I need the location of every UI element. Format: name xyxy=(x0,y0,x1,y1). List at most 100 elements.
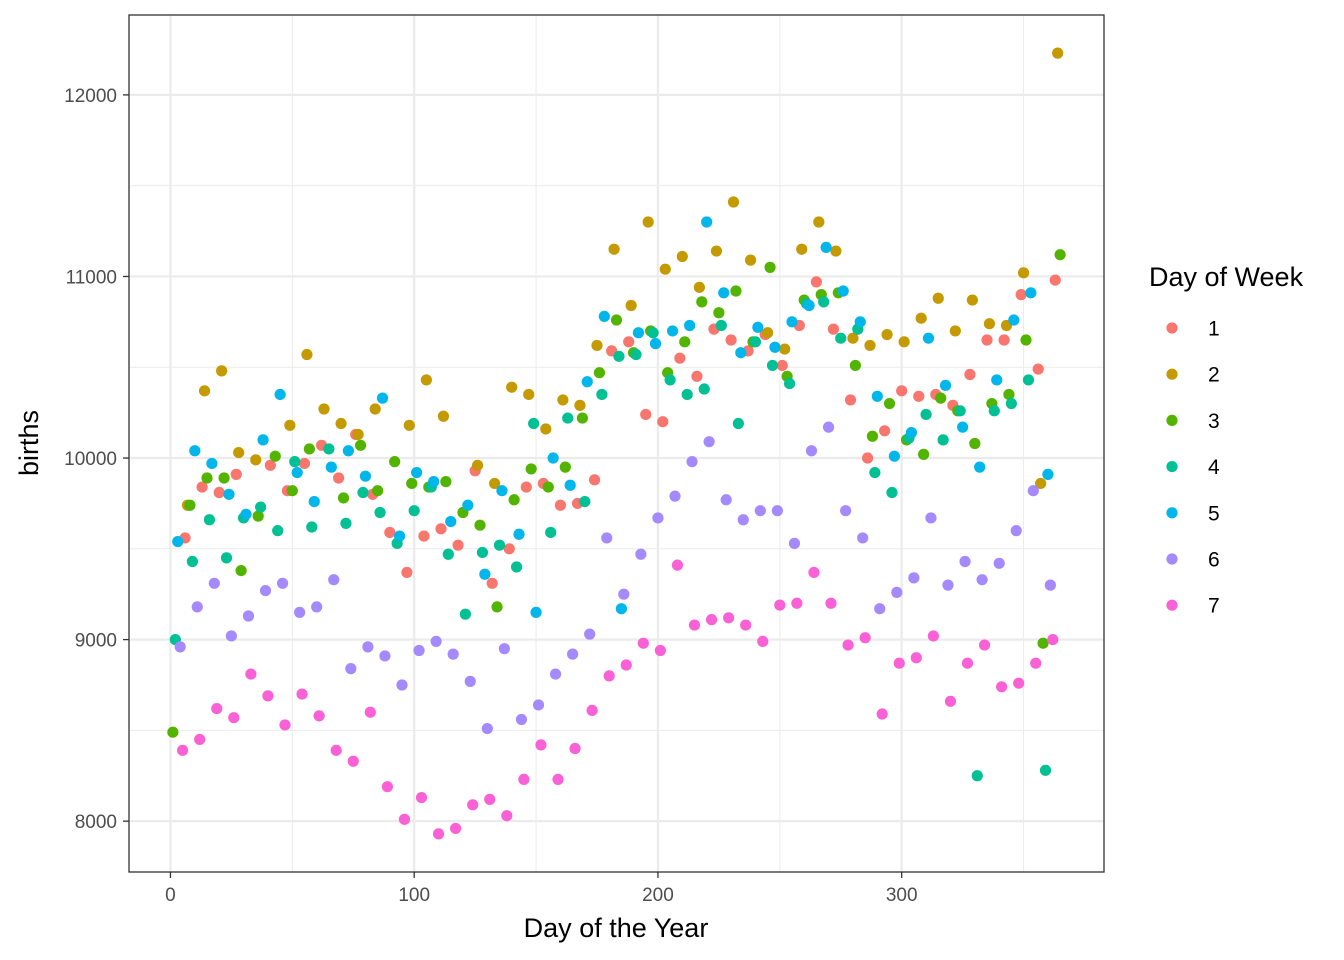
data-point-day-1 xyxy=(844,394,857,406)
data-point-day-4 xyxy=(510,561,523,573)
data-point-day-4 xyxy=(664,374,676,386)
data-point-day-5 xyxy=(598,310,610,323)
data-point-day-5 xyxy=(871,390,883,402)
data-point-day-3 xyxy=(576,412,588,424)
data-point-day-6 xyxy=(618,588,630,600)
data-point-day-4 xyxy=(203,514,216,526)
data-point-day-2 xyxy=(1017,267,1030,279)
data-point-day-5 xyxy=(564,479,576,491)
legend-key-7 xyxy=(1166,599,1178,611)
data-point-day-5 xyxy=(291,466,303,479)
data-point-day-7 xyxy=(381,781,393,793)
data-point-day-4 xyxy=(562,412,574,424)
data-point-day-5 xyxy=(257,434,269,446)
data-point-day-3 xyxy=(935,392,947,404)
data-point-day-6 xyxy=(276,577,289,589)
data-point-day-1 xyxy=(486,577,498,589)
data-point-day-3 xyxy=(1003,388,1015,401)
legend-key-1 xyxy=(1166,322,1178,334)
data-point-day-3 xyxy=(883,397,896,410)
legend-label-4: 4 xyxy=(1208,456,1220,479)
data-point-day-3 xyxy=(969,437,981,450)
data-point-day-6 xyxy=(686,456,698,468)
data-point-day-5 xyxy=(905,427,918,439)
data-point-day-5 xyxy=(223,488,235,500)
data-point-day-4 xyxy=(306,521,318,533)
data-point-day-6 xyxy=(857,532,869,544)
data-point-day-5 xyxy=(445,515,457,528)
data-point-day-4 xyxy=(442,548,454,560)
data-point-day-2 xyxy=(966,294,978,306)
x-tick-label: 300 xyxy=(886,885,918,906)
legend-label-6: 6 xyxy=(1208,549,1220,572)
data-point-day-4 xyxy=(340,517,352,529)
data-point-day-6 xyxy=(669,490,681,502)
data-point-day-4 xyxy=(749,336,762,348)
data-point-day-5 xyxy=(479,568,491,580)
data-point-day-3 xyxy=(440,476,452,488)
data-point-day-3 xyxy=(218,472,230,484)
data-point-day-7 xyxy=(586,704,598,717)
data-point-day-6 xyxy=(345,663,357,675)
data-point-day-5 xyxy=(530,606,542,618)
data-point-day-6 xyxy=(242,610,255,622)
data-point-day-1 xyxy=(1015,289,1027,301)
data-point-day-6 xyxy=(652,512,664,524)
data-point-day-2 xyxy=(642,216,654,228)
data-point-day-5 xyxy=(974,461,986,473)
data-point-day-2 xyxy=(574,399,586,411)
data-point-day-2 xyxy=(779,343,791,355)
data-point-day-2 xyxy=(932,292,944,304)
data-point-day-2 xyxy=(216,365,228,377)
data-point-day-5 xyxy=(615,603,627,615)
data-point-day-3 xyxy=(167,726,179,738)
data-point-day-7 xyxy=(467,799,479,811)
data-point-day-6 xyxy=(396,679,408,691)
data-point-day-6 xyxy=(925,512,937,524)
data-point-day-5 xyxy=(376,392,389,404)
data-point-day-3 xyxy=(542,481,554,493)
legend-key-5 xyxy=(1166,507,1178,519)
data-point-day-6 xyxy=(840,505,852,517)
data-point-day-7 xyxy=(398,813,411,825)
data-point-day-7 xyxy=(330,744,342,756)
data-point-day-6 xyxy=(703,436,715,448)
data-point-day-1 xyxy=(776,359,788,372)
data-point-day-1 xyxy=(896,385,908,397)
legend-key-4 xyxy=(1166,461,1178,473)
data-point-day-3 xyxy=(918,448,930,460)
plot-border xyxy=(128,14,1105,873)
data-point-day-4 xyxy=(528,417,540,430)
data-point-day-3 xyxy=(849,359,861,372)
data-point-day-5 xyxy=(206,457,218,470)
data-point-day-5 xyxy=(752,321,764,333)
data-point-day-2 xyxy=(540,423,552,435)
legend-title: Day of Week xyxy=(1149,262,1304,292)
data-point-day-7 xyxy=(518,773,530,786)
plot-panel xyxy=(129,15,1104,872)
data-point-day-3 xyxy=(525,463,537,475)
data-point-day-6 xyxy=(584,628,596,640)
data-point-day-2 xyxy=(250,454,262,466)
data-point-day-7 xyxy=(603,670,615,682)
legend-key-2 xyxy=(1166,368,1178,380)
data-point-day-1 xyxy=(810,276,822,288)
data-point-day-5 xyxy=(769,341,781,353)
data-points xyxy=(167,47,1066,840)
data-point-day-2 xyxy=(437,410,450,422)
data-point-day-4 xyxy=(220,552,233,564)
data-point-day-7 xyxy=(978,639,991,651)
data-point-day-5 xyxy=(1025,287,1037,299)
data-point-day-4 xyxy=(613,350,625,362)
data-point-day-1 xyxy=(623,336,635,348)
y-tick-label: 9000 xyxy=(75,631,117,652)
data-point-day-6 xyxy=(754,505,766,517)
data-point-day-2 xyxy=(949,325,961,337)
data-point-day-5 xyxy=(581,376,593,388)
data-point-day-5 xyxy=(411,466,423,479)
data-point-day-6 xyxy=(311,601,323,613)
data-point-day-6 xyxy=(430,635,442,648)
data-point-day-5 xyxy=(172,535,184,548)
data-point-day-1 xyxy=(879,425,891,437)
data-point-day-6 xyxy=(959,555,971,568)
